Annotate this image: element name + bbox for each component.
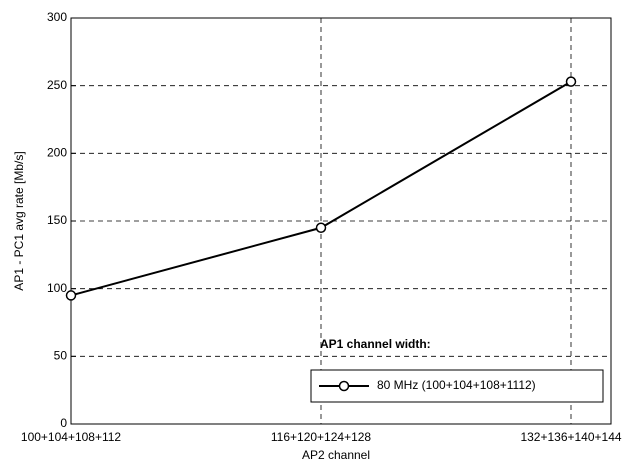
marker (565, 76, 577, 87)
legend-box (310, 369, 604, 403)
x-tick-label: 116+120+124+128 (271, 430, 372, 444)
y-tick-label: 150 (47, 213, 67, 227)
y-tick-label: 200 (47, 146, 67, 160)
y-tick-label: 250 (47, 78, 67, 92)
y-tick-label: 0 (60, 416, 67, 430)
legend-marker (338, 380, 350, 392)
x-axis-label: AP2 channel (302, 448, 370, 462)
x-tick-label: 100+104+108+112 (21, 430, 122, 444)
y-tick-label: 50 (54, 349, 68, 363)
y-axis-label: AP1 - PC1 avg rate [Mb/s] (12, 151, 26, 290)
marker (315, 222, 327, 234)
legend-title: AP1 channel width: (320, 337, 431, 351)
y-tick-label: 100 (47, 281, 67, 295)
legend-label: 80 MHz (100+104+108+1112) (377, 378, 536, 392)
x-tick-label: 132+136+140+144 (520, 430, 621, 444)
marker (65, 290, 77, 301)
y-tick-label: 300 (47, 10, 67, 24)
